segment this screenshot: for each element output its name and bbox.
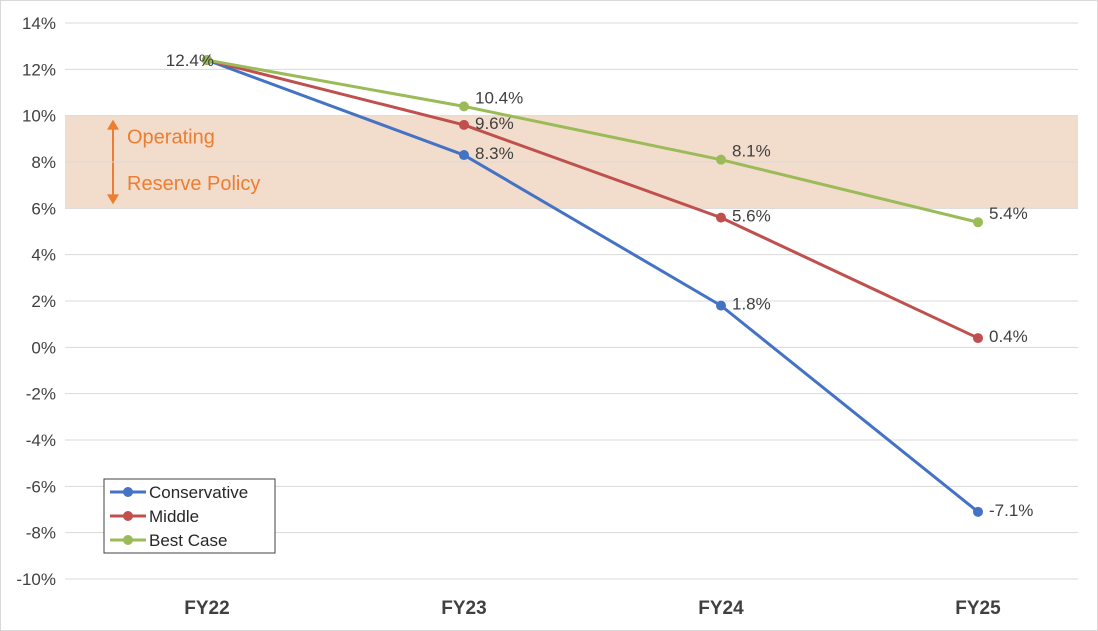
data-point-conservative <box>973 506 983 517</box>
y-tick-label: 12% <box>22 60 56 79</box>
y-tick-label: 14% <box>22 14 56 33</box>
y-tick-label: -4% <box>26 431 56 450</box>
y-tick-label: 4% <box>31 246 56 265</box>
series-line-best-case <box>205 58 980 224</box>
legend-marker-best-case <box>123 535 133 545</box>
data-label-middle: 9.6% <box>475 114 514 133</box>
band-arrow-up-icon <box>107 119 119 130</box>
y-tick-label: -6% <box>26 477 56 496</box>
data-point-best-case <box>716 154 726 165</box>
legend-marker-middle <box>123 511 133 521</box>
data-label-middle: 0.4% <box>989 327 1028 346</box>
y-tick-label: 8% <box>31 153 56 172</box>
series-line-conservative <box>205 58 980 514</box>
data-point-middle <box>459 119 469 130</box>
data-label-conservative: 12.4% <box>166 51 214 70</box>
x-tick-label: FY23 <box>441 598 486 619</box>
y-tick-label: -2% <box>26 385 56 404</box>
data-point-middle <box>716 212 726 223</box>
y-tick-label: 10% <box>22 107 56 126</box>
legend-label-best-case: Best Case <box>149 531 227 550</box>
data-label-middle: 5.6% <box>732 207 771 226</box>
legend-label-conservative: Conservative <box>149 483 248 502</box>
band-arrow-down-icon <box>107 194 119 205</box>
data-label-best-case: 8.1% <box>732 142 771 161</box>
data-label-conservative: -7.1% <box>989 501 1033 520</box>
y-tick-label: -10% <box>16 570 56 589</box>
data-point-best-case <box>459 101 469 112</box>
y-tick-label: 2% <box>31 292 56 311</box>
x-tick-label: FY22 <box>184 598 229 619</box>
data-label-best-case: 10.4% <box>475 88 523 107</box>
data-point-conservative <box>716 300 726 311</box>
data-point-best-case <box>973 217 983 228</box>
legend-marker-conservative <box>123 487 133 497</box>
x-tick-label: FY24 <box>698 598 744 619</box>
y-tick-label: -8% <box>26 524 56 543</box>
data-point-middle <box>973 333 983 344</box>
data-point-conservative <box>459 150 469 161</box>
x-tick-label: FY25 <box>955 598 1001 619</box>
band-label-line1: Operating <box>127 127 215 149</box>
data-label-best-case: 5.4% <box>989 204 1028 223</box>
legend-label-middle: Middle <box>149 507 199 526</box>
data-point-best-case <box>202 55 212 66</box>
series-line-middle <box>205 58 980 340</box>
data-label-conservative: 1.8% <box>732 295 771 314</box>
y-tick-label: 6% <box>31 199 56 218</box>
y-tick-label: 0% <box>31 338 56 357</box>
band-label-line2: Reserve Policy <box>127 173 260 195</box>
data-label-conservative: 8.3% <box>475 144 514 163</box>
